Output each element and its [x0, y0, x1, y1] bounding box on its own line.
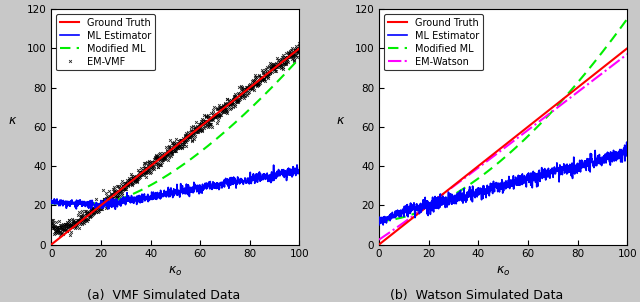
Ground Truth: [401, 223, 408, 226]
Modified ML: [218, 133, 225, 136]
ML Estimator: [476, 187, 483, 190]
Legend: Ground Truth, ML Estimator, Modified ML, EM-Watson: Ground Truth, ML Estimator, Modified ML,…: [384, 14, 483, 70]
Modified ML: [375, 219, 383, 223]
ML Estimator: [375, 223, 383, 226]
Modified ML: [157, 178, 164, 181]
Modified ML: [241, 112, 249, 116]
Ground Truth: [569, 90, 577, 93]
Ground Truth: [484, 156, 492, 160]
EM-VMF: [148, 161, 156, 165]
Text: (a)  VMF Simulated Data: (a) VMF Simulated Data: [86, 289, 240, 302]
EM-Watson: [545, 112, 553, 115]
Modified ML: [73, 202, 81, 205]
Ground Truth: [573, 86, 581, 90]
Modified ML: [573, 82, 581, 85]
Legend: Ground Truth, ML Estimator, Modified ML, EM-VMF: Ground Truth, ML Estimator, Modified ML,…: [56, 14, 156, 70]
EM-VMF: [73, 223, 81, 226]
Ground Truth: [218, 108, 225, 112]
Ground Truth: [241, 90, 249, 93]
ML Estimator: [380, 223, 387, 227]
ML Estimator: [241, 176, 249, 180]
ML Estimator: [546, 175, 554, 178]
Line: Modified ML: Modified ML: [51, 58, 300, 204]
Modified ML: [476, 176, 483, 179]
EM-Watson: [401, 220, 408, 224]
Modified ML: [569, 87, 577, 90]
Line: Ground Truth: Ground Truth: [379, 48, 627, 245]
EM-VMF: [295, 41, 303, 44]
Ground Truth: [73, 223, 81, 226]
Text: (b)  Watson Simulated Data: (b) Watson Simulated Data: [390, 289, 563, 302]
Modified ML: [245, 108, 253, 111]
ML Estimator: [246, 178, 253, 182]
ML Estimator: [148, 191, 156, 195]
ML Estimator: [484, 187, 492, 190]
ML Estimator: [47, 198, 55, 202]
Line: Modified ML: Modified ML: [379, 19, 627, 221]
ML Estimator: [569, 164, 577, 168]
EM-VMF: [157, 156, 164, 160]
Modified ML: [47, 202, 55, 205]
ML Estimator: [111, 207, 119, 211]
Ground Truth: [296, 47, 303, 50]
Ground Truth: [623, 47, 631, 50]
X-axis label: $\kappa_o$: $\kappa_o$: [168, 265, 182, 278]
Y-axis label: $\kappa$: $\kappa$: [8, 114, 17, 127]
Line: EM-VMF: EM-VMF: [50, 41, 301, 236]
Modified ML: [148, 183, 156, 186]
ML Estimator: [73, 198, 81, 202]
EM-VMF: [56, 233, 64, 237]
EM-VMF: [218, 109, 226, 113]
Ground Truth: [148, 163, 156, 167]
EM-VMF: [47, 221, 55, 225]
ML Estimator: [401, 206, 408, 210]
X-axis label: $\kappa_o$: $\kappa_o$: [496, 265, 510, 278]
ML Estimator: [293, 163, 301, 167]
Ground Truth: [157, 156, 164, 160]
ML Estimator: [218, 186, 226, 190]
ML Estimator: [623, 154, 631, 158]
Line: EM-Watson: EM-Watson: [379, 54, 627, 240]
EM-Watson: [573, 91, 581, 95]
Ground Truth: [476, 163, 483, 167]
Ground Truth: [545, 108, 553, 112]
EM-Watson: [476, 165, 483, 169]
ML Estimator: [573, 172, 581, 175]
ML Estimator: [157, 189, 164, 193]
Modified ML: [484, 169, 492, 173]
Modified ML: [623, 17, 631, 21]
EM-Watson: [484, 158, 492, 162]
Modified ML: [545, 113, 553, 116]
Y-axis label: $\kappa$: $\kappa$: [336, 114, 345, 127]
EM-Watson: [623, 52, 631, 56]
Line: ML Estimator: ML Estimator: [379, 142, 627, 225]
Ground Truth: [375, 243, 383, 246]
EM-VMF: [241, 89, 249, 92]
EM-Watson: [375, 238, 383, 242]
Ground Truth: [245, 86, 253, 90]
Modified ML: [401, 215, 408, 219]
Line: ML Estimator: ML Estimator: [51, 165, 300, 209]
ML Estimator: [623, 140, 630, 144]
EM-VMF: [296, 44, 303, 48]
EM-Watson: [569, 94, 577, 98]
Ground Truth: [47, 243, 55, 246]
Line: Ground Truth: Ground Truth: [51, 48, 300, 245]
ML Estimator: [296, 169, 303, 173]
Modified ML: [296, 56, 303, 60]
EM-VMF: [246, 86, 253, 89]
